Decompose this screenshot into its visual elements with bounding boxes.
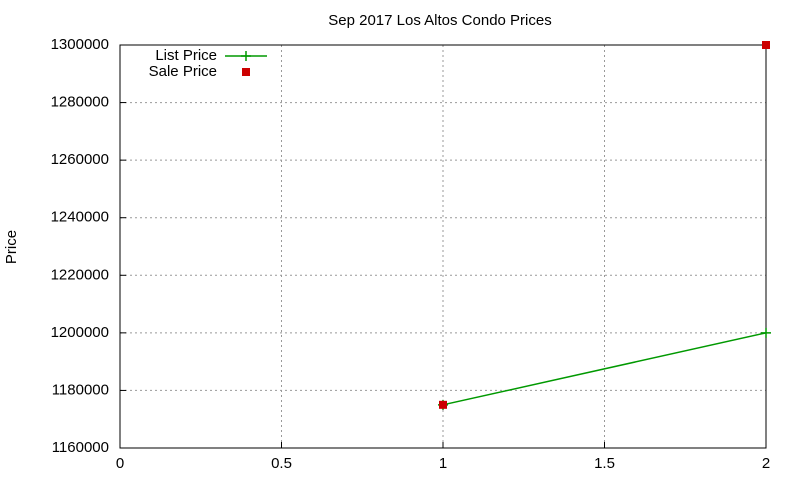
legend-marker <box>242 68 250 76</box>
y-axis-label: Price <box>3 230 20 264</box>
x-tick-label: 1 <box>439 455 447 472</box>
y-tick-label: 1200000 <box>51 324 109 341</box>
point-marker <box>761 327 771 338</box>
x-tick-label: 0 <box>116 455 124 472</box>
series-line <box>442 332 767 406</box>
legend-label: Sale Price <box>149 63 217 80</box>
x-tick-label: 0.5 <box>271 455 292 472</box>
point-marker <box>762 41 770 49</box>
point-marker <box>439 400 447 409</box>
y-tick-label: 1160000 <box>52 439 109 456</box>
y-tick-label: 1220000 <box>51 266 109 283</box>
legend-label: List Price <box>155 47 217 64</box>
y-tick-label: 1240000 <box>51 209 109 226</box>
y-tick-label: 1300000 <box>51 36 109 53</box>
legend-marker <box>241 51 251 61</box>
x-tick-label: 2 <box>762 455 770 472</box>
x-tick-label: 1.5 <box>594 455 615 472</box>
y-tick-label: 1280000 <box>51 94 109 111</box>
plot-border <box>119 44 767 449</box>
y-tick-label: 1180000 <box>52 381 109 398</box>
y-tick-label: 1260000 <box>51 151 109 168</box>
chart-title: Sep 2017 Los Altos Condo Prices <box>328 12 551 29</box>
